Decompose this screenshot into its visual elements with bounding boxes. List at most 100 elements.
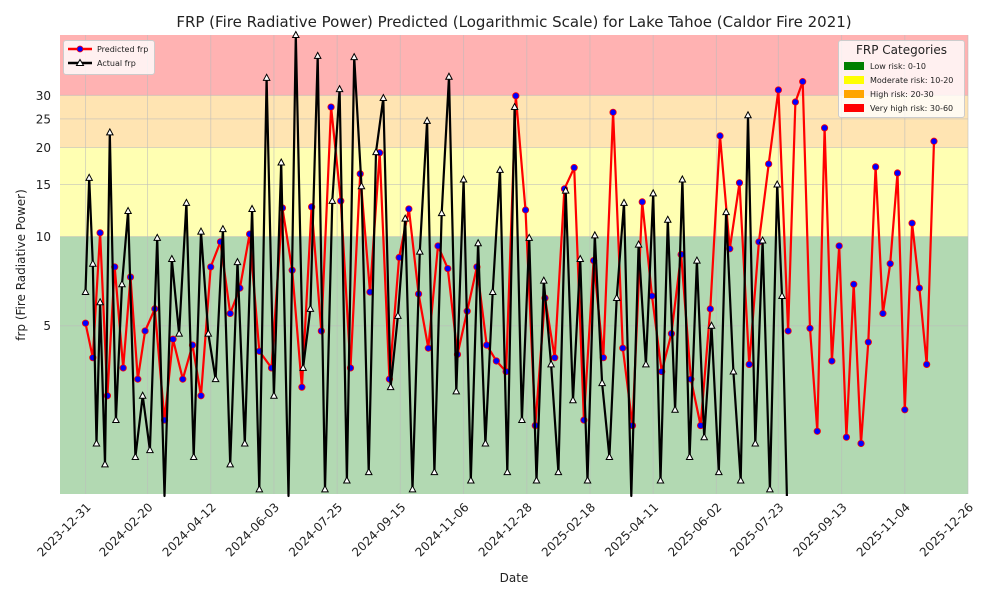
data-point-1: [204, 329, 213, 337]
y-tick-label-5: 30: [36, 89, 51, 103]
x-axis-label: Date: [500, 571, 529, 585]
data-point-1: [729, 366, 738, 375]
data-point-1: [576, 254, 585, 263]
data-point-1: [131, 452, 140, 461]
data-point-1: [488, 287, 497, 295]
data-point-1: [598, 378, 607, 387]
data-point-1: [510, 102, 519, 111]
data-point-1: [547, 359, 556, 368]
legend-swatch-moderate-risk: [844, 76, 864, 84]
x-tick-label-5: 2024-09-15: [349, 500, 408, 559]
legend-label-very-high-risk: Very high risk: 30-60: [870, 103, 954, 113]
data-point-1: [182, 198, 191, 206]
data-point-1: [153, 233, 162, 241]
data-point-1: [262, 73, 271, 81]
data-point-0: [119, 364, 127, 372]
y-axis: 5 10 15 20 25 30: [36, 89, 51, 333]
data-point-0: [735, 179, 744, 187]
data-point-0: [207, 263, 215, 271]
data-point-0: [716, 132, 724, 140]
data-point-1: [773, 179, 782, 188]
data-point-1: [379, 93, 388, 102]
data-point-1: [714, 467, 723, 476]
data-point-1: [568, 395, 577, 404]
legend-swatch-high-risk: [844, 90, 864, 98]
risk-bands: [60, 35, 968, 495]
legend-item-predicted: Predicted frp: [64, 42, 154, 56]
data-point-0: [835, 242, 843, 250]
data-point-0: [483, 341, 491, 349]
risk-band-0: [60, 236, 968, 495]
data-point-1: [306, 304, 315, 312]
x-tick-label-10: 2025-06-02: [665, 500, 724, 559]
x-tick-label-8: 2025-02-18: [539, 500, 598, 559]
series-1: [81, 30, 788, 498]
data-point-1: [335, 84, 344, 93]
data-point-0: [327, 103, 335, 111]
data-point-1: [765, 484, 774, 493]
risk-band-3: [60, 35, 968, 96]
data-point-0: [915, 284, 923, 292]
legend-item-low-risk: Low risk: 0-10: [839, 59, 964, 73]
legend-label-predicted: Predicted frp: [97, 44, 149, 54]
data-point-1: [277, 157, 286, 166]
data-point-1: [452, 386, 461, 395]
data-point-1: [700, 432, 709, 441]
data-point-0: [551, 354, 559, 362]
data-point-0: [134, 375, 142, 383]
data-point-0: [923, 360, 931, 369]
data-point-1: [415, 247, 424, 255]
data-point-0: [864, 338, 872, 346]
y-axis-label: frp (Fire Radiative Power): [14, 189, 28, 341]
data-point-1: [357, 181, 366, 190]
data-point-1: [92, 438, 101, 447]
data-point-1: [590, 230, 599, 239]
data-point-0: [169, 335, 177, 343]
data-point-1: [503, 467, 512, 476]
legend-item-very-high-risk: Very high risk: 30-60: [839, 101, 964, 115]
data-point-0: [492, 357, 500, 365]
data-point-0: [842, 433, 851, 441]
data-point-1: [444, 72, 454, 80]
data-point-0: [813, 427, 821, 435]
data-point-1: [386, 382, 395, 391]
x-tick-label-13: 2025-11-04: [854, 500, 913, 559]
data-point-1: [583, 475, 592, 484]
data-point-1: [269, 391, 278, 399]
data-point-0: [96, 229, 104, 237]
data-point-0: [791, 98, 799, 106]
series-legend: Predicted frp Actual frp: [63, 40, 155, 75]
data-point-1: [372, 147, 381, 156]
data-point-1: [722, 207, 731, 216]
data-point-0: [872, 163, 880, 171]
data-point-0: [609, 108, 617, 116]
data-point-0: [197, 392, 205, 400]
x-tick-label-6: 2024-11-06: [412, 500, 471, 559]
data-point-1: [736, 475, 745, 484]
data-point-0: [806, 324, 814, 332]
data-point-0: [820, 124, 829, 132]
data-point-1: [634, 240, 643, 248]
data-point-0: [879, 309, 887, 318]
y-tick-label-3: 20: [36, 141, 51, 155]
data-point-0: [638, 198, 646, 206]
legend-label-high-risk: High risk: 20-30: [870, 89, 934, 99]
data-point-0: [424, 344, 432, 352]
data-point-1: [707, 321, 716, 329]
data-point-1: [401, 214, 410, 222]
y-tick-label-4: 25: [36, 112, 51, 126]
data-point-0: [893, 169, 902, 177]
data-point-1: [663, 215, 672, 223]
data-point-1: [320, 484, 330, 493]
frp-categories-legend: FRP Categories Low risk: 0-10 Moderate r…: [838, 40, 965, 118]
data-point-1: [105, 127, 114, 136]
legend-swatch-very-high-risk: [844, 104, 864, 112]
data-point-1: [313, 51, 322, 59]
data-point-1: [145, 445, 154, 454]
data-point-1: [408, 484, 417, 493]
data-point-0: [765, 160, 773, 168]
data-point-1: [117, 279, 127, 288]
data-point-1: [459, 174, 468, 183]
data-point-1: [656, 475, 665, 484]
